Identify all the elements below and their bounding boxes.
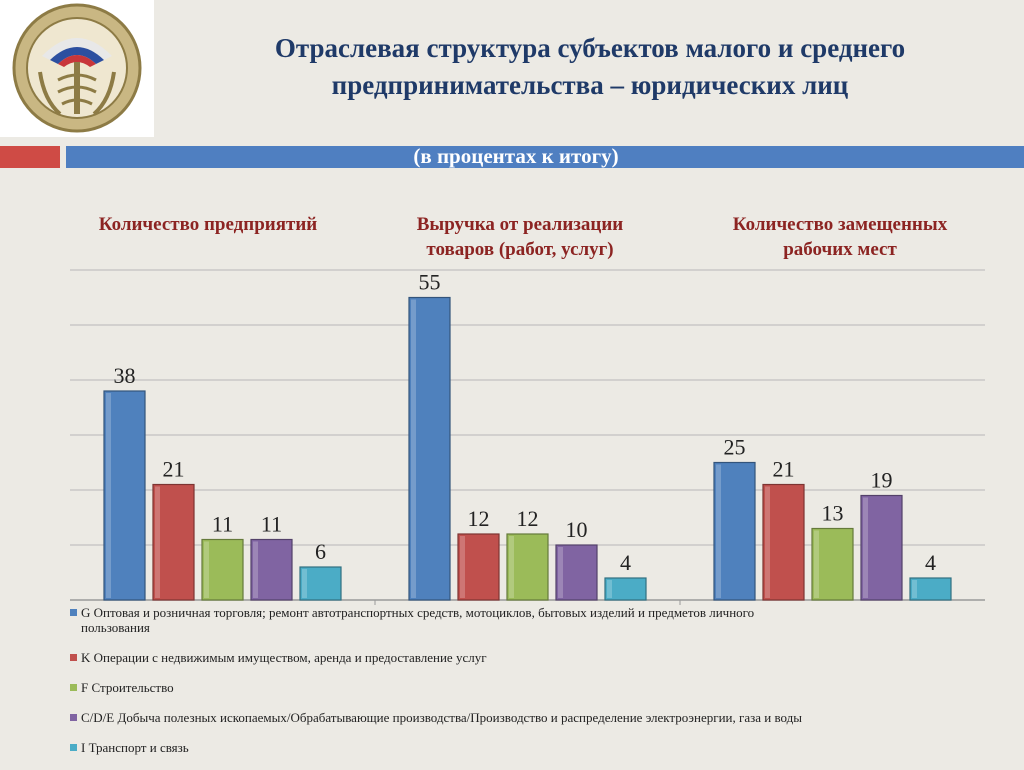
bar — [103, 390, 146, 601]
legend-label: C/D/E Добыча полезных ископаемых/Обрабат… — [81, 710, 802, 725]
bar — [762, 483, 805, 601]
bar-highlight — [765, 486, 770, 598]
data-label: 38 — [114, 363, 136, 388]
bar-highlight — [863, 497, 868, 598]
bar — [713, 461, 756, 601]
bar — [506, 533, 549, 601]
bar — [555, 544, 598, 601]
bar — [299, 566, 342, 601]
bar — [457, 533, 500, 601]
data-label: 4 — [620, 550, 631, 575]
data-label: 25 — [724, 435, 746, 460]
bar-highlight — [106, 393, 111, 598]
legend-item-construction: F Строительство — [70, 680, 1020, 695]
bar — [152, 483, 195, 601]
chart-legend: G Оптовая и розничная торговля; ремонт а… — [70, 605, 1020, 770]
data-label: 11 — [212, 512, 233, 537]
bar-highlight — [558, 547, 563, 598]
group-header-line: Количество замещенных — [732, 214, 948, 235]
bar — [860, 494, 903, 601]
bar — [604, 577, 647, 601]
bar — [250, 538, 293, 601]
legend-swatch — [70, 744, 77, 751]
bar-highlight — [814, 530, 819, 598]
group-header-line: Количество предприятий — [98, 214, 318, 235]
data-label: 4 — [925, 550, 936, 575]
data-label: 19 — [871, 468, 893, 493]
data-label: 6 — [315, 539, 326, 564]
bar-highlight — [509, 536, 514, 598]
group-header-line: Выручка от реализации — [416, 214, 624, 235]
bar-highlight — [716, 464, 721, 598]
group-header-jobs: Количество замещенных рабочих мест — [694, 212, 986, 262]
legend-label: F Строительство — [81, 680, 174, 695]
legend-label: пользования — [81, 620, 150, 635]
bar-chart: 38 21 11 11 6 55 12 12 10 4 25 21 13 19 4 — [70, 269, 985, 605]
data-label: 13 — [822, 501, 844, 526]
legend-item-real-estate: K Операции с недвижимым имуществом, арен… — [70, 650, 1020, 665]
legend-swatch — [70, 714, 77, 721]
data-label: 11 — [261, 512, 282, 537]
bar-highlight — [204, 541, 209, 598]
bar-highlight — [302, 569, 307, 598]
legend-item-trade: G Оптовая и розничная торговля; ремонт а… — [70, 605, 1020, 635]
data-label: 55 — [419, 270, 441, 295]
emblem-logo — [0, 0, 154, 137]
data-label: 10 — [566, 517, 588, 542]
title-line-2: предпринимательства – юридических лиц — [331, 70, 849, 100]
bar — [909, 577, 952, 601]
legend-swatch — [70, 684, 77, 691]
page-subtitle: (в процентах к итогу) — [413, 144, 619, 168]
group-header-enterprises: Количество предприятий — [62, 212, 354, 237]
legend-swatch — [70, 609, 77, 616]
bar-highlight — [912, 580, 917, 598]
data-label: 21 — [163, 457, 185, 482]
bar-highlight — [253, 541, 258, 598]
legend-label: K Операции с недвижимым имуществом, арен… — [81, 650, 487, 665]
header-band-blue — [66, 146, 1024, 168]
data-label: 21 — [773, 457, 795, 482]
bar — [201, 538, 244, 601]
data-label: 12 — [468, 506, 490, 531]
legend-label: I Транспорт и связь — [81, 740, 189, 755]
bar — [408, 296, 451, 601]
bar-highlight — [460, 536, 465, 598]
title-line-1: Отраслевая структура субъектов малого и … — [274, 33, 906, 63]
legend-swatch — [70, 654, 77, 661]
bar-highlight — [411, 299, 416, 598]
page-title: Отраслевая структура субъектов малого и … — [170, 30, 1010, 104]
group-header-revenue: Выручка от реализации товаров (работ, ус… — [374, 212, 666, 262]
group-header-line: товаров (работ, услуг) — [426, 239, 614, 260]
data-label: 12 — [517, 506, 539, 531]
legend-item-transport: I Транспорт и связь — [70, 740, 1020, 755]
legend-item-industry: C/D/E Добыча полезных ископаемых/Обрабат… — [70, 710, 1020, 725]
bar-highlight — [155, 486, 160, 598]
header-band-red — [0, 146, 60, 168]
legend-label: G Оптовая и розничная торговля; ремонт а… — [81, 605, 755, 620]
bar-highlight — [607, 580, 612, 598]
group-header-line: рабочих мест — [783, 239, 897, 260]
bar — [811, 527, 854, 601]
